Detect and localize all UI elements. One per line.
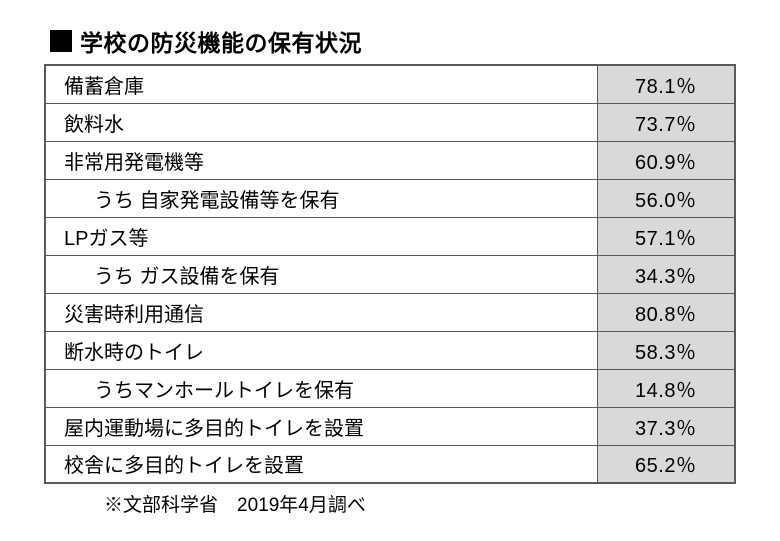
table-footnote: ※文部科学省 2019年4月調べ: [104, 490, 736, 517]
table-title: 学校の防災機能の保有状況: [80, 24, 362, 58]
disaster-prep-table: 備蓄倉庫78.1％飲料水73.7％非常用発電機等60.9％うち 自家発電設備等を…: [44, 64, 736, 484]
row-label: うち 自家発電設備等を保有: [45, 179, 597, 217]
row-value: 73.7％: [597, 103, 735, 141]
table-row: LPガス等57.1％: [45, 217, 735, 255]
row-label: 屋内運動場に多目的トイレを設置: [45, 407, 597, 445]
table-row: 断水時のトイレ58.3％: [45, 331, 735, 369]
row-label: うち ガス設備を保有: [45, 255, 597, 293]
row-label: 飲料水: [45, 103, 597, 141]
row-value: 65.2％: [597, 445, 735, 483]
table-row: うちマンホールトイレを保有14.8％: [45, 369, 735, 407]
row-value: 80.8％: [597, 293, 735, 331]
row-value: 14.8％: [597, 369, 735, 407]
row-label: 災害時利用通信: [45, 293, 597, 331]
table-row: うち ガス設備を保有34.3％: [45, 255, 735, 293]
row-value: 56.0％: [597, 179, 735, 217]
table-row: 災害時利用通信80.8％: [45, 293, 735, 331]
row-label: 校舎に多目的トイレを設置: [45, 445, 597, 483]
table-row: 屋内運動場に多目的トイレを設置37.3％: [45, 407, 735, 445]
row-label: 断水時のトイレ: [45, 331, 597, 369]
title-square-marker: [50, 30, 72, 52]
row-value: 34.3％: [597, 255, 735, 293]
table-row: 備蓄倉庫78.1％: [45, 65, 735, 103]
row-label: うちマンホールトイレを保有: [45, 369, 597, 407]
row-value: 58.3％: [597, 331, 735, 369]
row-label: 備蓄倉庫: [45, 65, 597, 103]
row-value: 60.9％: [597, 141, 735, 179]
row-value: 37.3％: [597, 407, 735, 445]
row-label: 非常用発電機等: [45, 141, 597, 179]
row-value: 78.1％: [597, 65, 735, 103]
table-row: うち 自家発電設備等を保有56.0％: [45, 179, 735, 217]
table-title-row: 学校の防災機能の保有状況: [50, 24, 736, 58]
row-value: 57.1％: [597, 217, 735, 255]
table-row: 飲料水73.7％: [45, 103, 735, 141]
table-row: 校舎に多目的トイレを設置65.2％: [45, 445, 735, 483]
table-row: 非常用発電機等60.9％: [45, 141, 735, 179]
row-label: LPガス等: [45, 217, 597, 255]
